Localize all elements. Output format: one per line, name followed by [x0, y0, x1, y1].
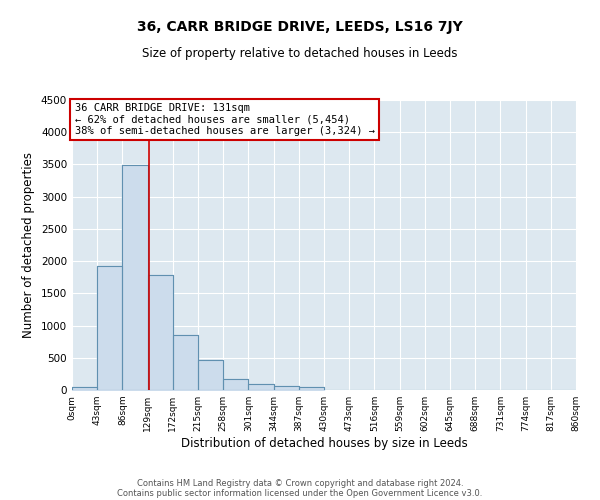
Text: 36, CARR BRIDGE DRIVE, LEEDS, LS16 7JY: 36, CARR BRIDGE DRIVE, LEEDS, LS16 7JY — [137, 20, 463, 34]
Text: Contains public sector information licensed under the Open Government Licence v3: Contains public sector information licen… — [118, 488, 482, 498]
Text: 36 CARR BRIDGE DRIVE: 131sqm
← 62% of detached houses are smaller (5,454)
38% of: 36 CARR BRIDGE DRIVE: 131sqm ← 62% of de… — [74, 103, 374, 136]
X-axis label: Distribution of detached houses by size in Leeds: Distribution of detached houses by size … — [181, 437, 467, 450]
Text: Size of property relative to detached houses in Leeds: Size of property relative to detached ho… — [142, 48, 458, 60]
Y-axis label: Number of detached properties: Number of detached properties — [22, 152, 35, 338]
Text: Contains HM Land Registry data © Crown copyright and database right 2024.: Contains HM Land Registry data © Crown c… — [137, 478, 463, 488]
